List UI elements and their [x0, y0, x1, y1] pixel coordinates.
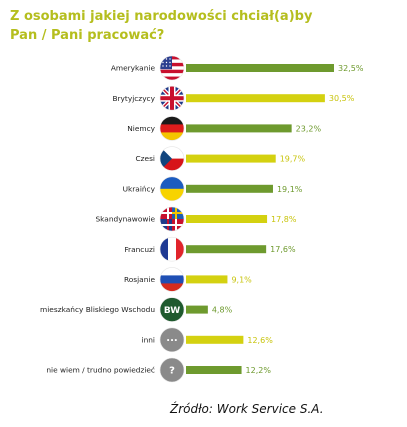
value-label: 12,2%: [246, 366, 272, 375]
value-label: 19,1%: [277, 185, 303, 194]
bar: [186, 305, 208, 314]
value-label: 32,5%: [338, 64, 364, 73]
value-label: 12,6%: [247, 336, 273, 345]
bar: [186, 64, 334, 72]
bar: [186, 184, 273, 193]
bar-row: Amerykanie 32,5%: [111, 55, 364, 81]
category-label: inni: [142, 335, 155, 344]
value-label: 17,6%: [270, 245, 296, 254]
bar: [186, 366, 242, 374]
bar-row: Rosjanie 9,1%: [124, 267, 252, 292]
value-label: 4,8%: [212, 306, 233, 315]
bar: [186, 94, 325, 103]
usa-flag-icon: [159, 55, 185, 81]
category-label: Brytyjczycy: [112, 94, 155, 103]
chart-title-line-2: Pan / Pani pracować?: [10, 28, 165, 43]
bar-row: Skandynawowie 17,8%: [95, 206, 297, 232]
bar-row: mieszkańcy Bliskiego Wschodu BW 4,8%: [40, 297, 233, 322]
uk-flag-icon: [159, 85, 185, 111]
category-label: Czesi: [136, 154, 156, 163]
bar-row: Francuzi 17,6%: [124, 236, 296, 262]
bar: [186, 245, 267, 254]
chart-title: Z osobami jakiej narodowości chciał(a)by…: [10, 7, 400, 45]
ellipsis-icon: ...: [159, 327, 185, 353]
czech-flag-icon: [159, 146, 185, 171]
bar-row: Czesi 19,7%: [136, 146, 306, 171]
bar: [186, 275, 228, 284]
ukraine-flag-icon: [159, 176, 185, 202]
category-label: Skandynawowie: [95, 215, 155, 224]
bar-row: nie wiem / trudno powiedzieć? 12,2%: [46, 357, 272, 383]
category-label: Ukraińcy: [123, 184, 156, 193]
france-flag-icon: [159, 236, 185, 262]
scandinavia-flags-icon: [159, 206, 185, 232]
middle-east-bw-label: BW: [164, 306, 180, 316]
value-label: 17,8%: [271, 215, 297, 224]
category-label: Amerykanie: [111, 64, 156, 73]
ellipsis-label: ...: [166, 333, 177, 344]
question-mark-label: ?: [169, 366, 175, 377]
germany-flag-icon: [159, 116, 185, 141]
bar-row: Ukraińcy 19,1%: [123, 176, 303, 202]
category-label: Rosjanie: [124, 275, 155, 284]
middle-east-bw-icon: BW: [159, 297, 185, 322]
bar-row: Niemcy 23,2%: [127, 116, 321, 141]
bar-row: inni... 12,6%: [142, 327, 273, 353]
category-label: Francuzi: [124, 245, 155, 254]
russia-flag-icon: [159, 267, 185, 292]
chart-title-line-1: Z osobami jakiej narodowości chciał(a)by: [10, 9, 313, 24]
category-label: mieszkańcy Bliskiego Wschodu: [40, 305, 155, 314]
bar: [186, 215, 268, 223]
category-label: nie wiem / trudno powiedzieć: [46, 366, 155, 375]
value-label: 30,5%: [329, 94, 355, 103]
bar-row: Brytyjczycy 30,5%: [112, 85, 355, 111]
source-note: Źródło: Work Service S.A.: [170, 402, 324, 416]
question-mark-icon: ?: [159, 357, 185, 383]
bar: [186, 124, 292, 133]
value-label: 23,2%: [296, 124, 322, 133]
value-label: 19,7%: [280, 155, 306, 164]
category-label: Niemcy: [127, 124, 155, 133]
bar: [186, 154, 276, 163]
value-label: 9,1%: [231, 275, 252, 284]
bar: [186, 335, 244, 344]
